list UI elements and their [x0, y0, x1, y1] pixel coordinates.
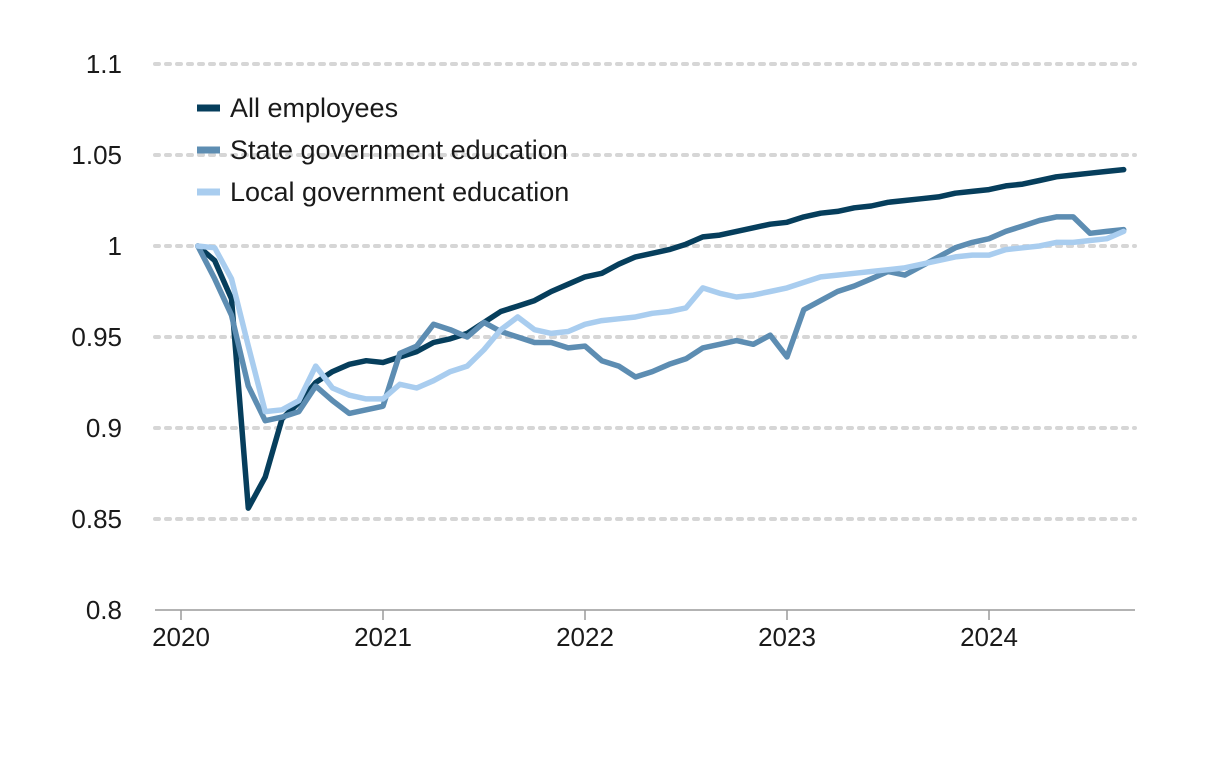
y-tick-label: 1.05 [71, 140, 122, 170]
legend: All employees State government education L… [197, 93, 569, 207]
legend-label: All employees [230, 93, 398, 123]
y-tick-label: 0.9 [86, 413, 122, 443]
series-line-all-employees [195, 166, 1127, 511]
series-line-state-government-education [195, 214, 1127, 424]
legend-label: Local government education [230, 177, 569, 207]
gridlines [153, 62, 1137, 521]
series-lines [195, 166, 1127, 511]
x-tick-label: 2021 [354, 622, 412, 652]
y-tick-label: 0.8 [86, 595, 122, 625]
y-tick-label: 0.95 [71, 322, 122, 352]
y-tick-label: 1 [108, 231, 122, 261]
x-tick-label: 2024 [960, 622, 1018, 652]
legend-label: State government education [230, 135, 568, 165]
x-tick-label: 2023 [758, 622, 816, 652]
y-tick-label: 0.85 [71, 504, 122, 534]
y-tick-label: 1.1 [86, 49, 122, 79]
series-line-local-government-education [195, 228, 1127, 415]
x-tick-label: 2022 [556, 622, 614, 652]
x-tick-label: 2020 [152, 622, 210, 652]
x-axis: 2020 2021 2022 2023 2024 [152, 609, 1135, 652]
y-axis-tick-labels: 0.8 0.85 0.9 0.95 1 1.05 1.1 [71, 49, 122, 625]
